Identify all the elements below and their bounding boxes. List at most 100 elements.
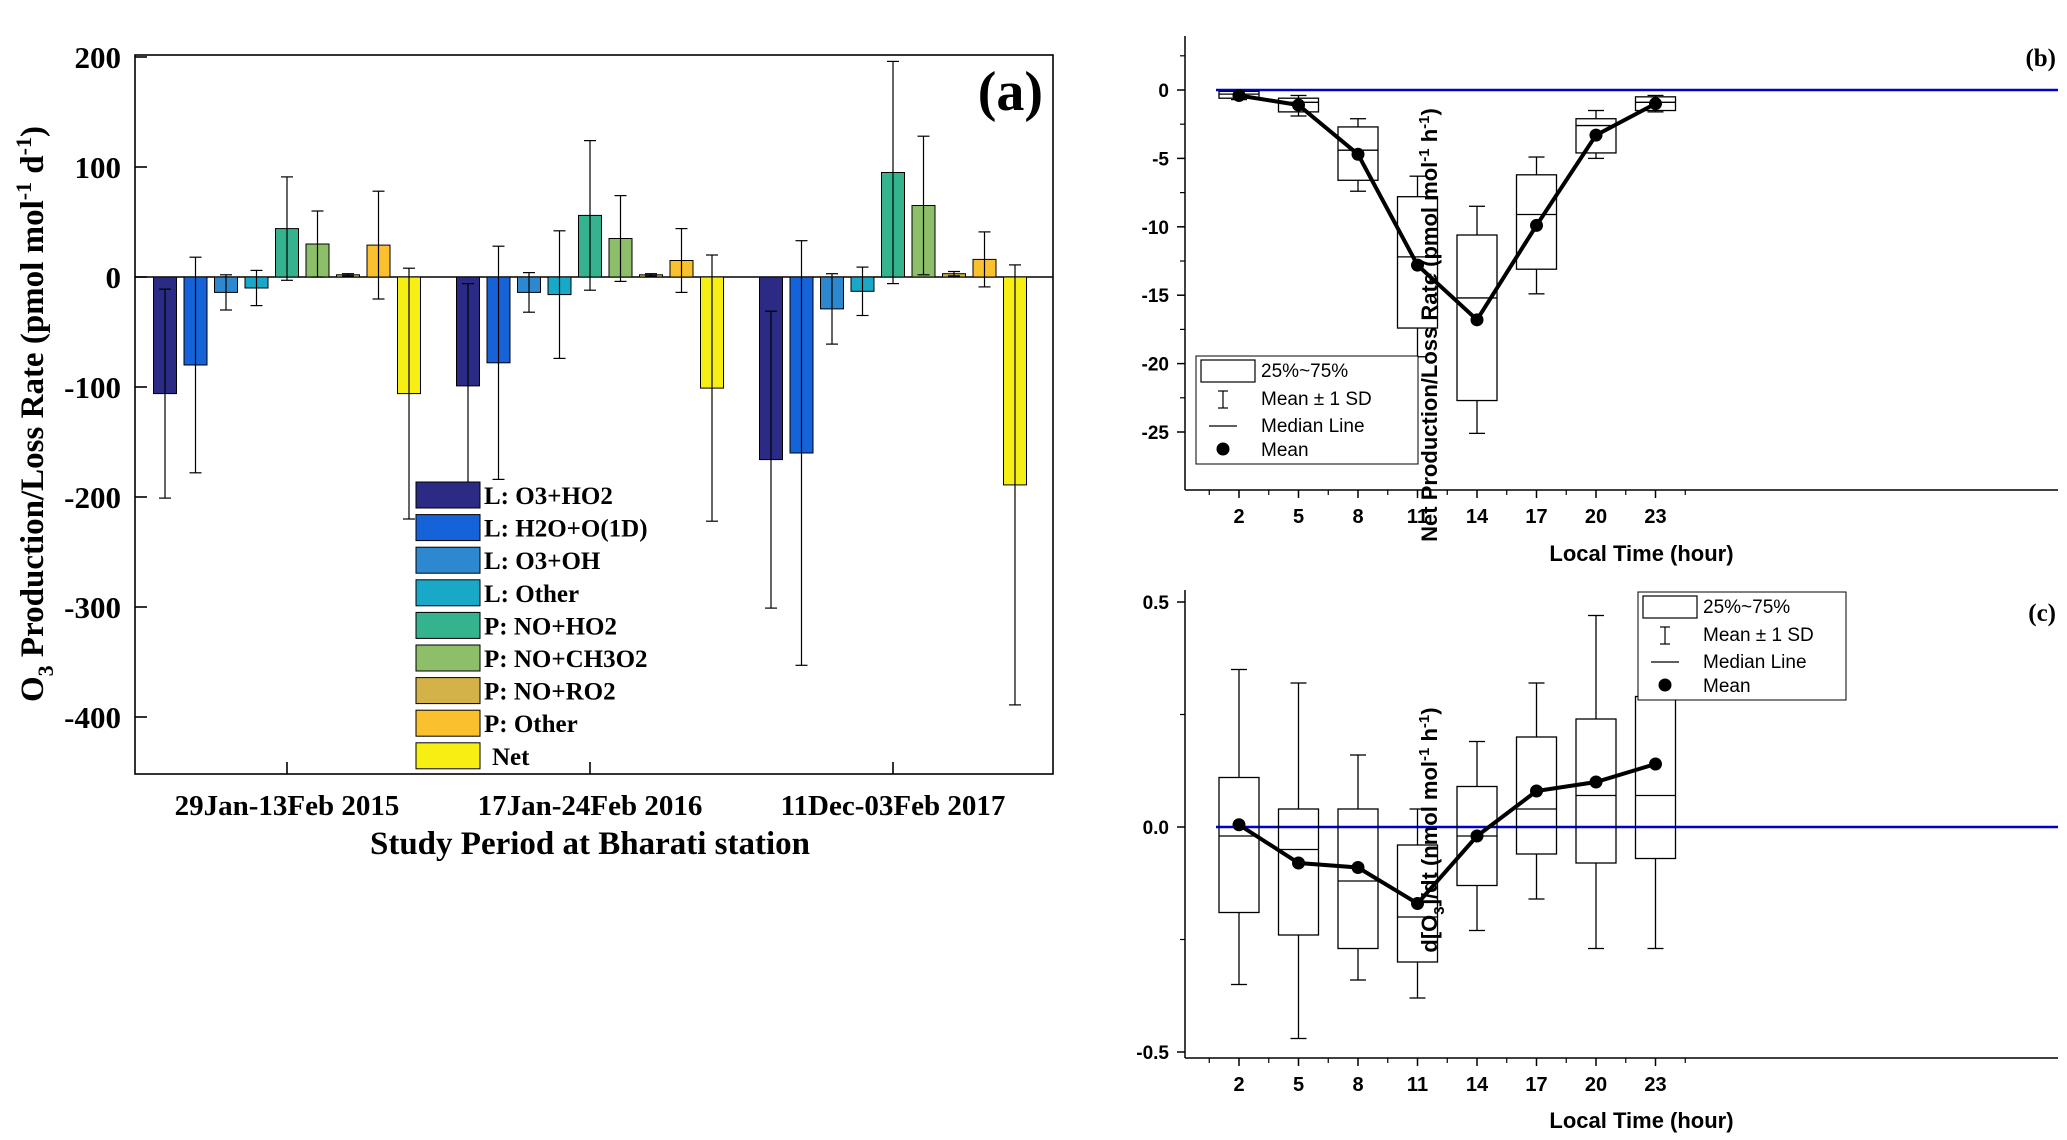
y-title-part: h (1417, 728, 1442, 748)
legend-frame (1195, 355, 1419, 465)
legend-swatch (415, 644, 481, 672)
x-tick-label: 17Jan-24Feb 2016 (478, 790, 703, 822)
box (1337, 126, 1379, 181)
x-tick-label: 23 (1644, 1074, 1666, 1096)
legend-label: L: Other (484, 581, 579, 608)
box (1575, 718, 1617, 864)
panel-c: 0.5 0.0 -0.5 2 5 8 11 14 17 20 23 (c) 25%~75% Mean ± … (1136, 590, 2058, 1133)
mean-line (1237, 762, 1657, 907)
mean-point (1530, 218, 1543, 232)
x-tick-label: 14 (1466, 1074, 1489, 1096)
mean-point (1530, 784, 1543, 798)
y-title-part: Net Production/Loss Rate (pmol mol (1417, 162, 1442, 542)
x-tick-label: 23 (1644, 506, 1666, 528)
panel-b: 0 -5 -10 -15 -20 -25 2 5 8 11 14 17 20 23 (b) 25%~75% Me… (1142, 36, 2058, 566)
legend-swatch (415, 514, 481, 542)
legend-label: Mean (1261, 440, 1309, 461)
y-tick-label: -0.5 (1136, 1043, 1169, 1064)
legend-label: Mean ± 1 SD (1703, 625, 1814, 646)
legend-label: P: Other (484, 711, 578, 738)
mean-point (1232, 818, 1246, 832)
mean-point (1470, 313, 1484, 327)
x-tick-label: 5 (1293, 506, 1304, 528)
legend-label: L: O3+OH (484, 548, 601, 575)
legend-mean-swatch (1216, 442, 1230, 456)
x-axis-title: Study Period at Bharati station (370, 826, 810, 862)
x-tick-label: 20 (1585, 1074, 1607, 1096)
y-tick-label: 0.5 (1143, 593, 1170, 614)
y-title-part: Production/Loss Rate (pmol mol (15, 200, 51, 665)
legend-swatch (415, 709, 481, 737)
legend-swatch (415, 677, 481, 705)
y-title-part: d (15, 155, 51, 182)
y-title-sup: -1 (11, 182, 36, 200)
x-tick-label: 14 (1466, 506, 1489, 528)
y-title-sup: -1 (1416, 115, 1433, 128)
panel-label: (b) (2025, 45, 2056, 72)
legend-label: P: NO+CH3O2 (484, 646, 648, 673)
legend-swatch (415, 611, 481, 639)
legend-swatch (415, 481, 481, 509)
legend-label: Mean ± 1 SD (1261, 389, 1372, 410)
y-title-part: O (15, 676, 51, 702)
panel-label: (a) (978, 61, 1043, 123)
x-tick-label: 8 (1352, 1074, 1363, 1096)
x-tick-label: 17 (1525, 1074, 1547, 1096)
legend-label: P: NO+HO2 (484, 613, 617, 640)
y-title-sup: -1 (1416, 715, 1433, 728)
y-tick-label: -5 (1152, 149, 1169, 170)
mean-point (1411, 258, 1424, 272)
y-tick-label: -300 (64, 590, 121, 625)
x-axis-title: Local Time (hour) (1549, 1108, 1733, 1133)
legend-box-swatch (1200, 359, 1256, 383)
box (1634, 96, 1677, 112)
y-title-part: ]/dt (nmol mol (1417, 761, 1442, 906)
mean-point (1411, 897, 1424, 910)
x-tick-label: 11 (1407, 1074, 1428, 1096)
y-title-sup: -1 (1416, 748, 1433, 761)
y-tick-label: 0 (106, 260, 122, 295)
legend-swatch (415, 579, 481, 607)
legend-label: Median Line (1261, 416, 1365, 437)
x-tick-label: 17 (1525, 506, 1547, 528)
mean-point (1292, 856, 1305, 870)
y-tick-label: -200 (64, 480, 121, 515)
box (1337, 808, 1379, 950)
x-tick-label: 2 (1233, 506, 1244, 528)
box (1277, 97, 1320, 113)
y-axis-title: d[O3]/dt (nmol mol-1 h-1) (1416, 707, 1448, 952)
y-title-sub: 3 (1431, 906, 1448, 914)
legend-label: Median Line (1703, 652, 1807, 673)
y-tick-label: -400 (64, 700, 121, 735)
y-title-sup: -1 (11, 137, 36, 155)
box (1396, 196, 1439, 329)
y-tick-label: 100 (75, 150, 122, 185)
y-title-sub: 3 (33, 665, 58, 676)
legend-swatch (415, 742, 481, 770)
y-title-part: h (1417, 129, 1442, 149)
y-title-part: d[O (1417, 915, 1442, 953)
y-title-part: ) (15, 126, 51, 137)
mean-point (1470, 829, 1484, 843)
x-tick-label: 20 (1585, 506, 1607, 528)
y-axis-title: Net Production/Loss Rate (pmol mol-1 h-1… (1416, 108, 1442, 542)
x-axis-title: Local Time (hour) (1549, 541, 1733, 566)
mean-point (1589, 128, 1603, 142)
legend-label: P: NO+RO2 (484, 679, 616, 706)
y-tick-label: -20 (1142, 355, 1169, 376)
box (1515, 174, 1558, 270)
legend-label: Mean (1703, 676, 1751, 697)
legend-label: 25%~75% (1261, 361, 1348, 382)
mean-point (1232, 88, 1246, 102)
legend-frame (1637, 591, 1847, 701)
y-tick-label: 0 (1158, 81, 1169, 102)
y-tick-label: -100 (64, 370, 121, 405)
box (1396, 844, 1439, 963)
legend-label: L: H2O+O(1D) (484, 516, 648, 543)
y-title-sup: -1 (1416, 148, 1433, 161)
legend: 25%~75% Mean ± 1 SD Median Line Mean (1195, 355, 1419, 465)
mean-point (1351, 861, 1365, 874)
x-tick-label: 8 (1352, 506, 1363, 528)
mean-point (1649, 757, 1662, 771)
